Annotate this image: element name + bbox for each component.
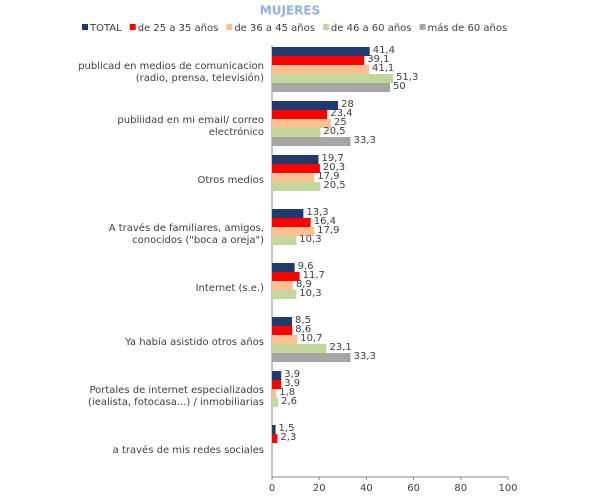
data-label: 16,4 xyxy=(314,216,336,227)
bar xyxy=(272,398,279,407)
bar xyxy=(272,101,339,110)
data-label: 2,6 xyxy=(281,396,297,407)
category-label: (radio, prensa, televisión) xyxy=(136,72,264,84)
legend-label: de 46 a 60 años xyxy=(331,23,412,34)
data-label: 10,3 xyxy=(299,234,321,245)
legend-marker xyxy=(226,24,233,30)
data-label: 2,3 xyxy=(280,432,296,443)
x-tick-label: 20 xyxy=(313,483,326,494)
legend-marker xyxy=(82,24,88,30)
category-label: Portales de internet especializados xyxy=(89,385,264,396)
data-label: 1,5 xyxy=(279,423,295,434)
x-tick-label: 0 xyxy=(269,483,275,494)
data-label: 33,3 xyxy=(354,135,376,146)
x-tick-label: 100 xyxy=(498,483,517,494)
data-label: 39,1 xyxy=(367,54,389,65)
category-label: conocidos ("boca a oreja") xyxy=(132,235,264,246)
legend-label: TOTAL xyxy=(89,23,122,34)
data-label: 50 xyxy=(393,81,406,92)
x-tick-label: 80 xyxy=(454,483,467,494)
data-label: 20,3 xyxy=(323,162,345,173)
bar xyxy=(272,236,297,245)
bar xyxy=(272,56,365,65)
data-label: 23,1 xyxy=(330,342,352,353)
category-label: publicad en medios de comunicacion xyxy=(78,61,264,72)
data-label: 20,5 xyxy=(323,126,345,137)
legend-label: de 36 a 45 años xyxy=(234,23,315,34)
data-label: 23,4 xyxy=(330,108,352,119)
bar xyxy=(272,263,295,272)
bar xyxy=(272,128,321,137)
bar xyxy=(272,137,351,146)
data-label: 17,9 xyxy=(317,225,339,236)
data-label: 41,4 xyxy=(373,45,395,56)
data-label: 8,6 xyxy=(295,324,311,335)
category-label: Ya había asistido otros años xyxy=(124,336,264,348)
data-label: 51,3 xyxy=(396,72,418,83)
data-label: 8,9 xyxy=(296,279,312,290)
bar xyxy=(272,353,351,362)
bar xyxy=(272,380,282,389)
bar xyxy=(272,281,294,290)
category-label: Otros medios xyxy=(197,175,264,186)
category-label: electrónico xyxy=(209,126,264,138)
bar xyxy=(272,434,278,443)
bar xyxy=(272,272,300,281)
bar xyxy=(272,110,328,119)
category-label: a través de mis redes sociales xyxy=(113,444,264,456)
bar xyxy=(272,182,321,191)
bar xyxy=(272,173,315,182)
category-label: A través de familiares, amigos, xyxy=(109,222,264,234)
data-label: 9,6 xyxy=(298,261,314,272)
bar xyxy=(272,83,390,92)
legend-label: de 25 a 35 años xyxy=(138,23,219,34)
data-label: 10,3 xyxy=(299,288,321,299)
bar xyxy=(272,164,320,173)
data-label: 20,5 xyxy=(323,180,345,191)
bar xyxy=(272,371,282,380)
bar xyxy=(272,155,319,164)
data-label: 3,9 xyxy=(284,378,300,389)
bar xyxy=(272,65,369,74)
data-label: 3,9 xyxy=(284,369,300,380)
legend-marker xyxy=(419,24,426,30)
category-label: (iealista, fotocasa...) / inmobiliarias xyxy=(88,397,264,408)
bar xyxy=(272,47,370,56)
legend-marker xyxy=(129,24,136,30)
data-label: 28 xyxy=(341,99,354,110)
data-label: 17,9 xyxy=(317,171,339,182)
data-label: 13,3 xyxy=(306,207,328,218)
data-label: 1,8 xyxy=(279,387,295,398)
bar xyxy=(272,290,297,299)
category-label: publiidad en mi email/ correo xyxy=(117,115,264,126)
x-tick-label: 60 xyxy=(407,483,420,494)
bar xyxy=(272,326,293,335)
data-label: 10,7 xyxy=(300,333,322,344)
data-label: 8,5 xyxy=(295,315,311,326)
legend-label: más de 60 años xyxy=(428,22,508,34)
bar xyxy=(272,227,315,236)
bar xyxy=(272,218,311,227)
category-label: Internet (s.e.) xyxy=(196,283,265,294)
bar xyxy=(272,335,298,344)
x-tick-label: 40 xyxy=(360,483,373,494)
data-label: 19,7 xyxy=(321,153,343,164)
bar xyxy=(272,74,394,83)
bar xyxy=(272,209,304,218)
bar xyxy=(272,119,331,128)
data-label: 41,1 xyxy=(372,63,394,74)
bar xyxy=(272,425,276,434)
data-label: 25 xyxy=(334,117,347,128)
bar xyxy=(272,317,293,326)
bar xyxy=(272,389,277,398)
data-label: 11,7 xyxy=(303,270,325,281)
legend-marker xyxy=(322,24,329,30)
chart-title: MUJERES xyxy=(260,4,320,18)
bar xyxy=(272,344,327,353)
data-label: 33,3 xyxy=(354,351,376,362)
